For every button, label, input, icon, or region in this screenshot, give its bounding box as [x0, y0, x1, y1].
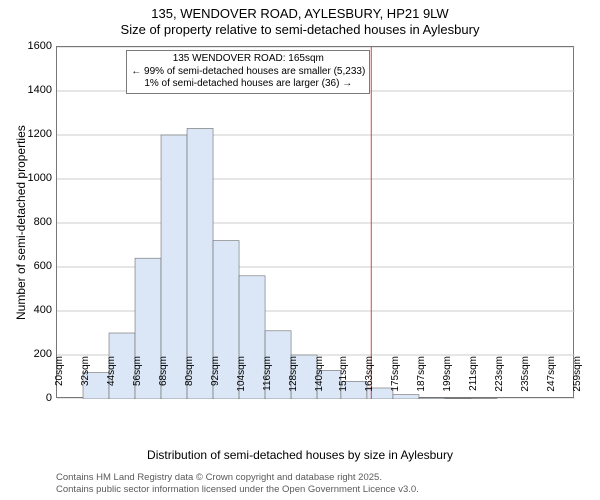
x-tick-label: 211sqm: [468, 356, 479, 406]
x-tick-label: 32sqm: [80, 356, 91, 406]
footer-line1: Contains HM Land Registry data © Crown c…: [56, 472, 419, 484]
chart-svg: [57, 47, 575, 399]
x-tick-label: 199sqm: [442, 356, 453, 406]
plot-area: [56, 46, 574, 398]
y-tick-label: 0: [12, 392, 52, 404]
x-tick-label: 56sqm: [132, 356, 143, 406]
x-tick-label: 92sqm: [210, 356, 221, 406]
x-tick-label: 80sqm: [184, 356, 195, 406]
y-tick-label: 800: [12, 216, 52, 228]
x-tick-label: 175sqm: [390, 356, 401, 406]
x-tick-label: 116sqm: [262, 356, 273, 406]
x-tick-label: 44sqm: [106, 356, 117, 406]
x-tick-label: 128sqm: [288, 356, 299, 406]
y-tick-label: 200: [12, 348, 52, 360]
annotation-box: 135 WENDOVER ROAD: 165sqm ← 99% of semi-…: [126, 50, 370, 94]
annotation-line3: 1% of semi-detached houses are larger (3…: [131, 78, 365, 91]
x-tick-label: 163sqm: [364, 356, 375, 406]
x-tick-label: 104sqm: [236, 356, 247, 406]
y-tick-label: 600: [12, 260, 52, 272]
annotation-line1: 135 WENDOVER ROAD: 165sqm: [131, 53, 365, 66]
x-tick-label: 259sqm: [572, 356, 583, 406]
x-axis-label: Distribution of semi-detached houses by …: [0, 448, 600, 462]
y-tick-label: 1000: [12, 172, 52, 184]
title-line1: 135, WENDOVER ROAD, AYLESBURY, HP21 9LW: [0, 6, 600, 22]
y-tick-label: 1600: [12, 40, 52, 52]
x-tick-label: 187sqm: [416, 356, 427, 406]
x-tick-label: 68sqm: [158, 356, 169, 406]
y-tick-label: 400: [12, 304, 52, 316]
y-tick-label: 1200: [12, 128, 52, 140]
title-line2: Size of property relative to semi-detach…: [0, 22, 600, 38]
x-tick-label: 223sqm: [494, 356, 505, 406]
x-tick-label: 235sqm: [520, 356, 531, 406]
x-tick-label: 151sqm: [338, 356, 349, 406]
y-tick-label: 1400: [12, 84, 52, 96]
footer-line2: Contains public sector information licen…: [56, 484, 419, 496]
annotation-line2: ← 99% of semi-detached houses are smalle…: [131, 66, 365, 79]
x-tick-label: 140sqm: [314, 356, 325, 406]
x-tick-label: 247sqm: [546, 356, 557, 406]
chart-title-block: 135, WENDOVER ROAD, AYLESBURY, HP21 9LW …: [0, 0, 600, 39]
x-tick-label: 20sqm: [54, 356, 65, 406]
footer-attribution: Contains HM Land Registry data © Crown c…: [56, 472, 419, 496]
